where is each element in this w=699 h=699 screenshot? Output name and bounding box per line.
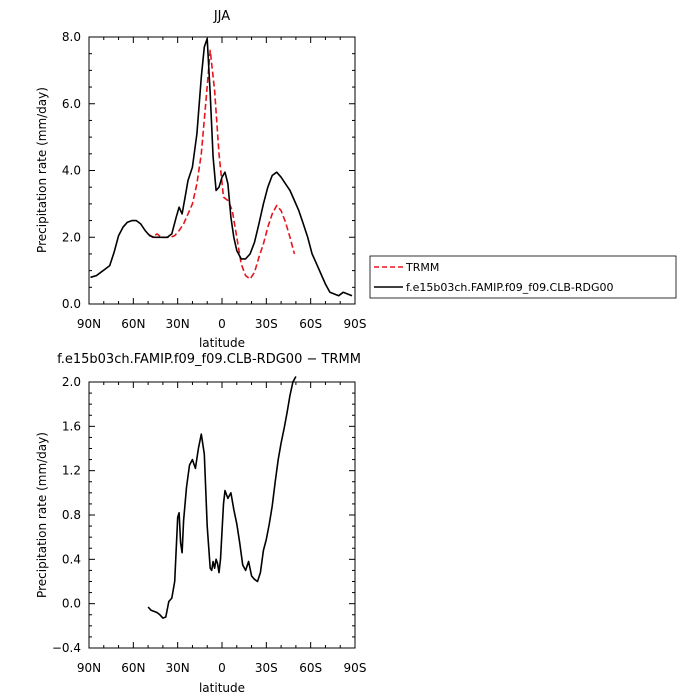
legend-box (369, 255, 677, 299)
climatology-x-axis-title: latitude (199, 336, 245, 350)
difference-x-tick-label: 90S (344, 661, 367, 675)
climatology-panel: JJA 90N 60N 30N 0 30S 60S 90S 0.02.04.06.08.0 … (35, 9, 366, 350)
difference-x-tick-label: 60N (121, 661, 145, 675)
climatology-x-tick-label: 30S (255, 317, 278, 331)
climatology-x-tick-label: 0 (218, 317, 226, 331)
climatology-y-tick-label: 8.0 (62, 30, 81, 44)
climatology-x-tick-label: 90S (344, 317, 367, 331)
difference-x-tick-labels: 90N 60N 30N 0 30S 60S 90S (77, 661, 367, 675)
climatology-x-tick-labels: 90N 60N 30N 0 30S 60S 90S (77, 317, 367, 331)
climatology-x-tick-label: 90N (77, 317, 101, 331)
legend-label-model: f.e15b03ch.FAMIP.f09_f09.CLB-RDG00 (406, 281, 614, 294)
difference-x-tick-label: 0 (218, 661, 226, 675)
difference-title: f.e15b03ch.FAMIP.f09_f09.CLB-RDG00 − TRM… (57, 352, 361, 367)
difference-x-tick-label: 30N (166, 661, 190, 675)
climatology-series-line-trmm (147, 49, 296, 280)
legend-label-trmm: TRMM (405, 261, 439, 274)
difference-series (147, 376, 297, 619)
climatology-y-tick-label: 0.0 (62, 297, 81, 311)
difference-panel: f.e15b03ch.FAMIP.f09_f09.CLB-RDG00 − TRM… (35, 352, 366, 695)
climatology-x-tick-label: 60N (121, 317, 145, 331)
difference-y-tick-label: 2.0 (62, 375, 81, 389)
difference-y-tick-label: 0.8 (62, 508, 81, 522)
difference-y-tick-label: 1.6 (62, 419, 81, 433)
difference-x-tick-label: 90N (77, 661, 101, 675)
difference-series-line-difference (147, 376, 297, 619)
climatology-series (90, 37, 353, 297)
difference-y-tick-labels: −0.4 0.0 0.4 0.8 1.2 1.6 2.0 (52, 375, 81, 655)
legend: TRMM f.e15b03ch.FAMIP.f09_f09.CLB-RDG00 (369, 255, 677, 299)
climatology-y-tick-label: 6.0 (62, 97, 81, 111)
difference-plot-frame (88, 381, 356, 649)
climatology-y-tick-label: 2.0 (62, 230, 81, 244)
difference-y-tick-label: 0.0 (62, 597, 81, 611)
difference-x-axis-title: latitude (199, 681, 245, 695)
climatology-x-tick-label: 30N (166, 317, 190, 331)
difference-y-tick-label: −0.4 (52, 641, 81, 655)
difference-x-tick-label: 60S (299, 661, 322, 675)
difference-y-tick-label: 1.2 (62, 464, 81, 478)
difference-x-tick-label: 30S (255, 661, 278, 675)
climatology-title: JJA (213, 9, 230, 24)
climatology-y-tick-labels: 0.0 2.0 4.0 6.0 8.0 (62, 30, 81, 311)
climatology-y-axis-title: Precipitation rate (mm/day) (35, 87, 49, 253)
difference-y-tick-label: 0.4 (62, 552, 81, 566)
difference-y-axis-title: Precipitation rate (mm/day) (35, 432, 49, 598)
climatology-plot-frame (88, 36, 356, 305)
climatology-series-line-model (90, 37, 353, 297)
climatology-x-tick-label: 60S (299, 317, 322, 331)
climatology-y-tick-label: 4.0 (62, 164, 81, 178)
